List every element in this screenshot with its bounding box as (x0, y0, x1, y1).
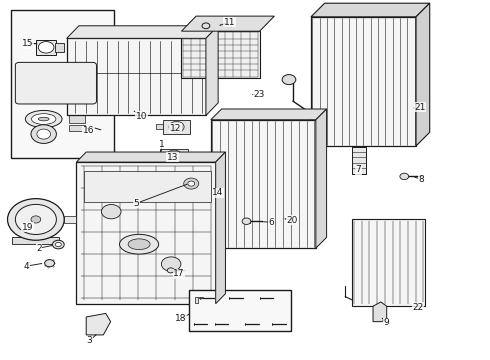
Ellipse shape (31, 114, 56, 125)
Circle shape (202, 23, 210, 29)
Ellipse shape (25, 111, 62, 128)
Circle shape (37, 129, 50, 139)
Polygon shape (195, 297, 203, 303)
Polygon shape (216, 152, 225, 304)
Text: 4: 4 (24, 262, 29, 271)
Bar (36, 40, 56, 55)
Bar (352, 147, 366, 174)
Circle shape (282, 75, 296, 85)
Bar (64, 216, 76, 223)
Circle shape (31, 216, 41, 223)
Text: 19: 19 (22, 223, 33, 232)
Text: 2: 2 (36, 244, 42, 253)
Circle shape (188, 181, 195, 186)
Polygon shape (76, 152, 225, 162)
Circle shape (7, 199, 64, 240)
Bar (163, 120, 190, 134)
Text: 20: 20 (286, 216, 297, 225)
Text: 9: 9 (384, 318, 390, 327)
Bar (189, 291, 292, 330)
Circle shape (15, 204, 56, 234)
Circle shape (242, 218, 251, 225)
Circle shape (171, 153, 177, 158)
Text: 12: 12 (170, 123, 181, 132)
Ellipse shape (38, 117, 49, 121)
Bar (181, 31, 260, 78)
Text: 3: 3 (87, 336, 93, 345)
Text: 13: 13 (167, 153, 178, 162)
Polygon shape (416, 3, 430, 146)
Circle shape (101, 204, 121, 219)
Circle shape (38, 41, 54, 53)
Text: 18: 18 (175, 314, 186, 323)
Bar (84, 171, 211, 202)
Bar (69, 116, 85, 123)
Text: 16: 16 (83, 126, 95, 135)
Circle shape (31, 125, 56, 143)
Text: 14: 14 (213, 188, 224, 197)
Polygon shape (67, 26, 218, 39)
Circle shape (55, 242, 61, 247)
Ellipse shape (120, 234, 159, 254)
Text: 7: 7 (355, 166, 361, 175)
Circle shape (167, 150, 182, 161)
Text: 21: 21 (414, 103, 426, 112)
Circle shape (173, 125, 180, 130)
Polygon shape (181, 16, 274, 31)
Text: 6: 6 (268, 218, 274, 227)
Polygon shape (373, 302, 387, 321)
Text: 5: 5 (134, 199, 139, 208)
Bar (76, 162, 216, 304)
Bar (171, 181, 177, 186)
Circle shape (52, 240, 64, 249)
Text: 8: 8 (418, 175, 424, 184)
Bar (303, 143, 313, 148)
Bar (352, 220, 425, 306)
Bar (156, 125, 163, 130)
Bar (12, 237, 59, 244)
Bar (311, 17, 416, 146)
Bar (55, 43, 64, 51)
Circle shape (161, 257, 181, 271)
Circle shape (400, 173, 409, 180)
Text: 23: 23 (253, 90, 265, 99)
Bar (11, 10, 114, 158)
Bar (154, 153, 160, 158)
Polygon shape (86, 314, 111, 335)
Text: 10: 10 (136, 112, 147, 121)
Polygon shape (206, 26, 218, 116)
Circle shape (167, 268, 174, 273)
Bar (67, 39, 206, 116)
Text: 1: 1 (159, 140, 165, 149)
FancyBboxPatch shape (15, 62, 97, 104)
Text: 17: 17 (173, 269, 185, 278)
Text: 15: 15 (22, 39, 33, 48)
Text: 11: 11 (223, 18, 235, 27)
Circle shape (169, 121, 184, 132)
Bar (69, 125, 85, 131)
Bar (177, 176, 205, 190)
Bar (211, 120, 316, 248)
Circle shape (45, 260, 54, 267)
Polygon shape (211, 109, 327, 120)
Polygon shape (311, 3, 430, 17)
Bar (160, 149, 188, 163)
Ellipse shape (128, 239, 150, 249)
Polygon shape (316, 109, 327, 248)
Text: 22: 22 (413, 303, 423, 312)
Circle shape (184, 178, 199, 189)
